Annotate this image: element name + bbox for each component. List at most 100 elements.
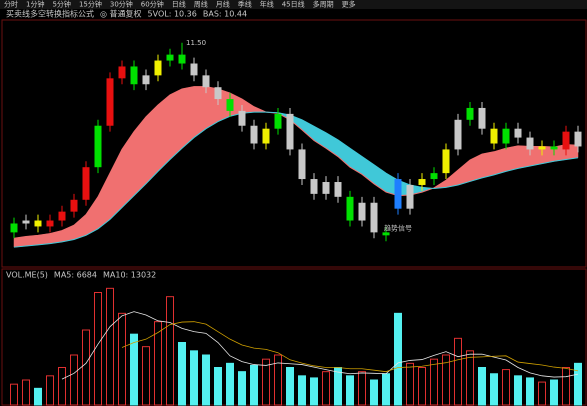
ribbon-line xyxy=(13,111,579,248)
indicator-text: BAS: 10.44 xyxy=(203,10,247,19)
toolbar-item[interactable]: 日线 xyxy=(172,0,186,9)
candle-body xyxy=(562,131,570,150)
volume-bar xyxy=(154,321,162,406)
volume-bar xyxy=(346,375,354,406)
toolbar-item[interactable]: 多周期 xyxy=(313,0,334,9)
toolbar-item[interactable]: 更多 xyxy=(342,0,356,9)
toolbar-item[interactable]: 5分钟 xyxy=(52,0,70,9)
candle-body xyxy=(190,63,198,76)
toolbar-item[interactable]: 季线 xyxy=(238,0,252,9)
volume-bar xyxy=(46,375,54,406)
volume-bar xyxy=(34,387,42,406)
volume-ma xyxy=(121,321,579,373)
volume-bar xyxy=(490,373,498,406)
candle-body xyxy=(370,202,378,233)
candle-body xyxy=(22,220,30,224)
toolbar-item[interactable]: 60分钟 xyxy=(141,0,164,9)
volume-bar xyxy=(334,367,342,406)
candle-body xyxy=(382,232,390,236)
candle-body xyxy=(430,173,438,180)
volume-bar xyxy=(58,367,66,406)
candle-body xyxy=(466,107,474,120)
toolbar-item[interactable]: 周线 xyxy=(194,0,208,9)
candle-body xyxy=(334,182,342,197)
main-pane xyxy=(1,19,587,268)
volume-bar xyxy=(538,381,546,406)
volume-bar xyxy=(190,350,198,406)
volume-bar xyxy=(250,364,258,406)
toolbar-item[interactable]: 45日线 xyxy=(282,0,305,9)
volume-bar xyxy=(502,369,510,406)
volume-bar xyxy=(94,292,102,406)
ribbon xyxy=(493,147,507,176)
volume-bar xyxy=(442,354,450,406)
candle-body xyxy=(358,202,366,221)
annotation: 趋势信号 xyxy=(384,224,412,233)
candle-body xyxy=(310,179,318,194)
candle-body xyxy=(130,66,138,85)
volume-bar xyxy=(214,367,222,406)
candle-body xyxy=(178,54,186,64)
indicator-text: 买卖线多空转换指标公式 xyxy=(6,9,94,19)
ribbon xyxy=(505,145,519,172)
candle-body xyxy=(478,107,486,129)
candle-body xyxy=(502,128,510,144)
volume-bar xyxy=(394,312,402,406)
volume-bar xyxy=(466,350,474,406)
candle-body xyxy=(454,119,462,150)
volume-bar xyxy=(130,333,138,406)
volume-bar xyxy=(82,329,90,406)
volume-bar xyxy=(574,362,582,406)
volume-bar xyxy=(70,354,78,406)
ribbon xyxy=(481,151,495,179)
candle-body xyxy=(202,75,210,88)
candle-body xyxy=(406,184,414,209)
candle-body xyxy=(82,167,90,200)
candle-body xyxy=(274,113,282,129)
volume-bar xyxy=(322,371,330,406)
toolbar-item[interactable]: 月线 xyxy=(216,0,230,9)
ribbon xyxy=(25,235,39,247)
volume-bar xyxy=(370,379,378,406)
volume-bar xyxy=(106,287,114,406)
volume-bar xyxy=(514,375,522,406)
volume-bar xyxy=(418,367,426,406)
volume-text: MA10: 13032 xyxy=(103,271,156,280)
candle-body xyxy=(250,125,258,144)
annotation: 11.50 xyxy=(186,39,206,47)
candle-body xyxy=(10,223,18,233)
candle-body xyxy=(298,149,306,180)
candle-body xyxy=(262,128,270,144)
volume-bar xyxy=(406,362,414,406)
candle-body xyxy=(58,211,66,221)
volume-bar xyxy=(382,373,390,406)
volume-bar xyxy=(178,342,186,406)
toolbar-item[interactable]: 分时 xyxy=(4,0,18,9)
volume-bar xyxy=(430,358,438,406)
toolbar-item[interactable]: 1分钟 xyxy=(26,0,44,9)
indicator-text: 5VOL: 10.36 xyxy=(148,10,197,19)
volume-bar xyxy=(478,367,486,406)
ribbon xyxy=(157,94,171,172)
volume-bar xyxy=(274,354,282,406)
candle-body xyxy=(490,128,498,144)
toolbar-item[interactable]: 年线 xyxy=(260,0,274,9)
toolbar-item[interactable]: 30分钟 xyxy=(110,0,133,9)
candle-body xyxy=(514,128,522,138)
candle-body xyxy=(214,87,222,100)
candle-body xyxy=(94,125,102,168)
volume-bar xyxy=(286,367,294,406)
candle-body xyxy=(394,179,402,209)
candle-body xyxy=(154,60,162,76)
candle-body xyxy=(550,146,558,150)
candle-body xyxy=(70,199,78,212)
volume-bar xyxy=(22,379,30,406)
indicator-text: ◎ 普通复权 xyxy=(100,9,142,19)
volume-bar xyxy=(226,362,234,406)
volume-bar xyxy=(562,367,570,406)
toolbar-item[interactable]: 15分钟 xyxy=(79,0,102,9)
ribbon xyxy=(145,104,159,185)
volume-bar xyxy=(550,379,558,406)
volume-bar xyxy=(202,354,210,406)
